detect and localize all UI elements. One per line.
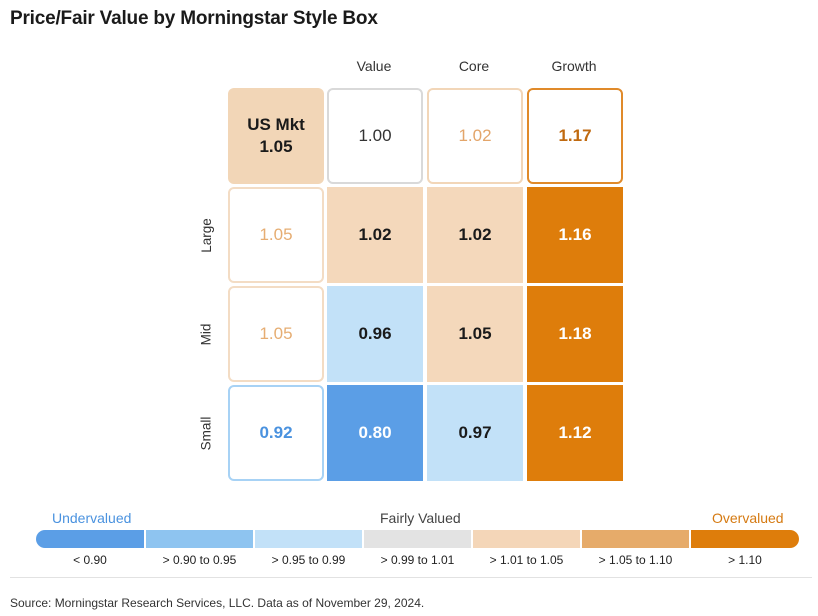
row-header-large: Large xyxy=(198,217,214,253)
legend-label-090-095: > 0.90 to 0.95 xyxy=(162,553,237,567)
mid-value-cell: 0.96 xyxy=(327,286,423,382)
legend-swatch-099-101 xyxy=(364,530,471,548)
row-header-mid: Mid xyxy=(198,323,214,345)
legend-fairly-valued: Fairly Valued xyxy=(380,510,461,526)
source-note: Source: Morningstar Research Services, L… xyxy=(10,596,425,610)
legend-label-below-090: < 0.90 xyxy=(73,553,107,567)
legend-label-099-101: > 0.99 to 1.01 xyxy=(380,553,455,567)
legend-swatch-above-110 xyxy=(691,530,799,548)
growth-total-cell: 1.17 xyxy=(527,88,623,184)
mid-core-cell: 1.05 xyxy=(427,286,523,382)
small-value-cell: 0.80 xyxy=(327,385,423,481)
legend-label-095-099: > 0.95 to 0.99 xyxy=(271,553,346,567)
us-market-value: 1.05 xyxy=(259,137,293,156)
large-value-cell: 1.02 xyxy=(327,187,423,283)
large-core-cell: 1.02 xyxy=(427,187,523,283)
small-total-cell: 0.92 xyxy=(228,385,324,481)
mid-total-cell: 1.05 xyxy=(228,286,324,382)
mid-growth-cell: 1.18 xyxy=(527,286,623,382)
legend-label-above-110: > 1.10 xyxy=(728,553,762,567)
chart-title: Price/Fair Value by Morningstar Style Bo… xyxy=(10,8,378,29)
large-growth-cell: 1.16 xyxy=(527,187,623,283)
legend-swatch-below-090 xyxy=(36,530,144,548)
small-core-cell: 0.97 xyxy=(427,385,523,481)
column-header-core: Core xyxy=(458,58,490,74)
us-market-cell: US Mkt 1.05 xyxy=(228,88,324,184)
small-growth-cell: 1.12 xyxy=(527,385,623,481)
legend-swatch-095-099 xyxy=(255,530,362,548)
column-header-value: Value xyxy=(356,58,392,74)
value-total-cell: 1.00 xyxy=(327,88,423,184)
legend-label-101-105: > 1.01 to 1.05 xyxy=(489,553,564,567)
row-header-small: Small xyxy=(198,416,214,450)
legend-label-105-110: > 1.05 to 1.10 xyxy=(598,553,673,567)
us-market-label: US Mkt xyxy=(247,115,305,134)
column-header-growth: Growth xyxy=(551,58,597,74)
legend-swatch-090-095 xyxy=(146,530,253,548)
legend-swatch-101-105 xyxy=(473,530,580,548)
core-total-cell: 1.02 xyxy=(427,88,523,184)
legend-undervalued: Undervalued xyxy=(52,510,132,526)
legend-swatch-105-110 xyxy=(582,530,689,548)
large-total-cell: 1.05 xyxy=(228,187,324,283)
footer-divider xyxy=(10,577,812,578)
legend-overvalued: Overvalued xyxy=(712,510,784,526)
